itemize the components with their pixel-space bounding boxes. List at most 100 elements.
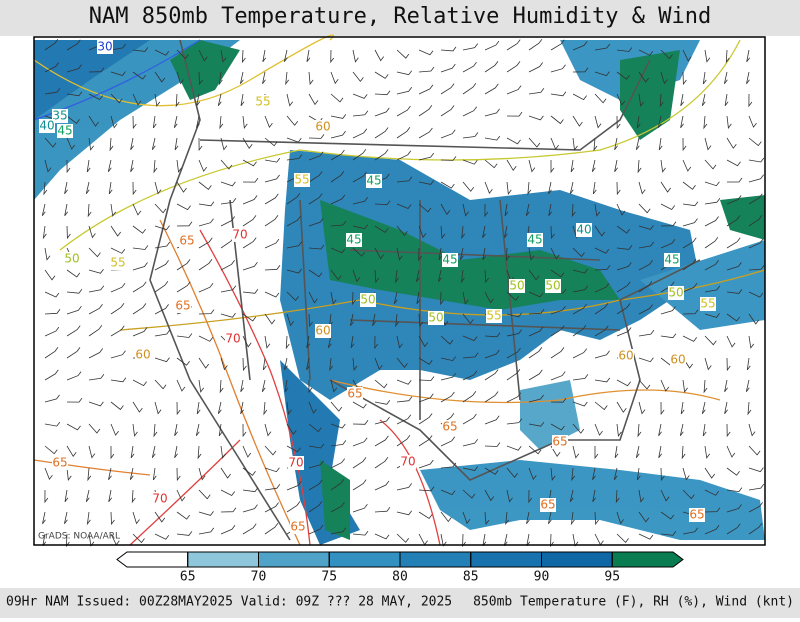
wind-barb: [130, 445, 135, 459]
wind-barb: [594, 203, 601, 217]
wind-barb: [724, 71, 728, 84]
wind-barb: [703, 115, 708, 130]
wind-barb: [461, 225, 466, 240]
wind-barb: [110, 203, 117, 217]
contour-label: 50: [509, 279, 524, 293]
wind-barb: [176, 49, 189, 60]
wind-barb: [594, 265, 611, 271]
wind-barb: [704, 197, 721, 205]
wind-barb: [748, 423, 756, 437]
contour-label-bg: [315, 120, 331, 134]
wind-barb: [525, 203, 530, 216]
wind-barb: [484, 291, 494, 304]
wind-barb: [660, 333, 677, 339]
wind-barb: [726, 445, 736, 458]
contour-label-bg: [97, 40, 113, 54]
colorbar: 65 70 75 80 85 90 95: [116, 551, 684, 585]
wind-barb: [660, 203, 676, 211]
wind-barb: [374, 533, 390, 540]
wind-barb: [638, 304, 653, 315]
wind-barb: [374, 90, 391, 96]
wind-barb: [88, 445, 96, 459]
wind-barb: [396, 127, 411, 139]
wind-barb: [308, 479, 323, 491]
wind-barb: [88, 137, 94, 151]
wind-barb: [682, 159, 692, 172]
contour-label: 50: [428, 311, 443, 325]
wind-barb: [154, 533, 170, 540]
wind-barb: [726, 313, 741, 322]
wind-barb: [748, 483, 765, 491]
wind-barb: [572, 401, 588, 407]
wind-barb: [396, 70, 413, 76]
wind-barb: [726, 423, 731, 438]
wind-barb: [198, 218, 214, 227]
wind-barb: [462, 82, 477, 95]
wind-barb: [154, 379, 167, 390]
contour-label: 65: [442, 420, 457, 434]
wind-barb: [528, 394, 544, 403]
wind-barb: [352, 128, 368, 139]
wind-barb: [550, 467, 556, 481]
wind-barb: [130, 137, 134, 151]
wind-barb: [88, 401, 104, 407]
wind-barb: [484, 511, 490, 526]
wind-barb: [418, 152, 435, 161]
wind-barb: [572, 41, 588, 51]
wind-barb: [108, 489, 113, 503]
wind-barb: [614, 159, 618, 173]
wind-barb: [327, 335, 332, 348]
wind-barb: [396, 357, 408, 368]
wind-barb: [306, 335, 311, 349]
wind-barb: [330, 220, 347, 227]
contour-label: 60: [315, 120, 330, 134]
wind-barb: [636, 467, 641, 481]
wind-barb: [374, 107, 390, 117]
wind-barb: [110, 93, 123, 104]
wind-barb: [484, 61, 499, 73]
wind-barb: [418, 127, 433, 139]
wind-barb: [528, 62, 544, 73]
wind-barb: [638, 203, 651, 214]
wind-barb: [286, 481, 302, 491]
temperature-contours: [33, 34, 766, 546]
title: NAM 850mb Temperature, Relative Humidity…: [89, 4, 712, 29]
wind-barb: [550, 225, 555, 240]
wind-barb: [638, 71, 650, 83]
wind-barb: [548, 511, 552, 524]
wind-barb: [110, 377, 127, 383]
wind-barb: [506, 312, 523, 318]
contour-label: 50: [668, 286, 683, 300]
wind-barb: [484, 391, 499, 403]
wind-barb: [726, 215, 741, 227]
wind-barb: [88, 304, 103, 315]
wind-barb: [44, 291, 60, 298]
wind-barb: [550, 445, 561, 458]
wind-barb: [218, 71, 223, 86]
wind-barb: [528, 269, 540, 281]
wind-barb: [526, 533, 531, 547]
wind-barb: [110, 225, 122, 237]
wind-barb: [550, 347, 565, 359]
wind-barb: [592, 181, 597, 195]
wind-barb: [440, 372, 457, 381]
wind-barb: [176, 181, 187, 193]
wind-barb: [264, 445, 277, 456]
wind-barb: [330, 423, 346, 429]
wind-barb: [396, 176, 413, 183]
wind-barb: [462, 533, 466, 548]
wind-barb: [220, 49, 227, 63]
wind-barb: [681, 445, 686, 460]
wind-barb: [748, 265, 765, 271]
wind-barb: [264, 238, 280, 249]
wind-barb: [198, 357, 210, 369]
contour-label-bg: [225, 332, 241, 346]
wind-barb: [704, 525, 720, 535]
contour-label: 60: [315, 324, 330, 338]
wind-barb: [660, 489, 670, 502]
wind-barb: [132, 203, 142, 216]
wind-barb: [43, 181, 48, 196]
wind-barb: [374, 49, 385, 62]
wind-barb: [308, 93, 319, 106]
